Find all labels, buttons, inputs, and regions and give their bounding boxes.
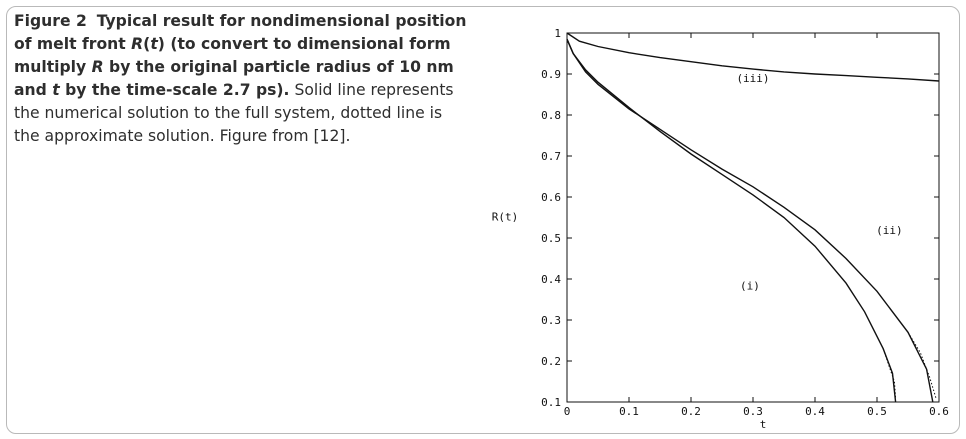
curve-annotation: (ii) bbox=[876, 224, 903, 237]
plot-frame bbox=[566, 32, 940, 403]
x-tick-label: 0.2 bbox=[681, 405, 701, 418]
caption-var-t-2: t bbox=[52, 81, 60, 99]
x-tick-label: 0.1 bbox=[619, 405, 639, 418]
x-tick-label: 0.6 bbox=[929, 405, 949, 418]
caption-body-text: Solid line represents the numerical solu… bbox=[14, 81, 454, 145]
x-tick-label: 0 bbox=[564, 405, 571, 418]
curve-annotation: (iii) bbox=[736, 72, 769, 85]
caption-bold-text-3: ) (to convert to dimensional form multip… bbox=[14, 35, 451, 76]
y-tick-label: 1 bbox=[554, 27, 561, 40]
annotation-layer: (iii) (ii) (i) bbox=[736, 72, 902, 292]
x-tick-label: 0.5 bbox=[867, 405, 887, 418]
caption-bold-text-1: Typical result for nondimensional positi… bbox=[14, 12, 467, 53]
tick-layer: 0 0.1 0.2 0.3 0.4 0.5 0.60.10.20.30.40.50.60.7… bbox=[541, 27, 949, 418]
y-tick-label: 0.9 bbox=[541, 68, 561, 81]
curve-annotation: (i) bbox=[740, 279, 760, 292]
y-tick-label: 0.7 bbox=[541, 150, 561, 163]
y-tick-label: 0.1 bbox=[541, 396, 561, 409]
y-axis-label: R(t) bbox=[492, 211, 519, 224]
y-tick-label: 0.5 bbox=[541, 232, 561, 245]
y-tick-label: 0.8 bbox=[541, 109, 561, 122]
caption-var-t: t bbox=[150, 35, 158, 53]
melt-front-chart: 0 0.1 0.2 0.3 0.4 0.5 0.60.10.20.30.40.50.60.7… bbox=[492, 27, 949, 431]
series-layer bbox=[566, 32, 940, 403]
y-tick-label: 0.4 bbox=[541, 273, 561, 286]
figure-frame bbox=[6, 6, 960, 434]
caption-bold-text-4: by the original particle radius of 10 nm… bbox=[14, 58, 454, 99]
approximate-solution-line-4 bbox=[907, 332, 937, 399]
caption-var-r: R bbox=[131, 35, 144, 53]
figure-caption: Figure 2 Typical result for nondimension… bbox=[14, 10, 470, 148]
y-tick-label: 0.3 bbox=[541, 314, 561, 327]
x-tick-label: 0.4 bbox=[805, 405, 825, 418]
numerical-solution-line-3 bbox=[566, 38, 934, 403]
y-tick-label: 0.2 bbox=[541, 355, 561, 368]
x-tick-label: 0.3 bbox=[743, 405, 763, 418]
numerical-solution-line-1 bbox=[566, 38, 897, 403]
numerical-solution-line-0 bbox=[566, 32, 940, 82]
approximate-solution-line-2 bbox=[882, 348, 897, 398]
y-tick-label: 0.6 bbox=[541, 191, 561, 204]
caption-bold-text-2: ( bbox=[143, 35, 151, 53]
caption-bold-text-5: by the time-scale 2.7 ps). bbox=[59, 81, 290, 99]
caption-label: Figure 2 bbox=[14, 12, 87, 30]
caption-var-r-2: R bbox=[91, 58, 104, 76]
x-axis-label: t bbox=[760, 418, 767, 431]
